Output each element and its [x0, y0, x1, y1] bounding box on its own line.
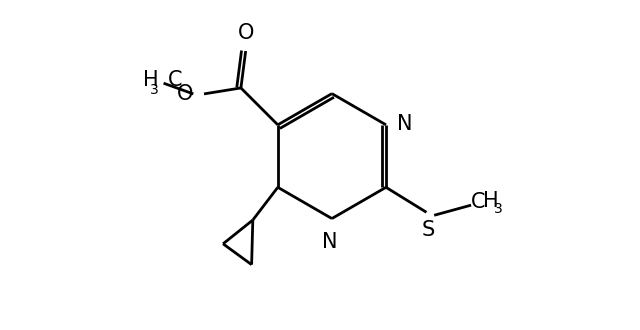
Text: H: H: [143, 70, 159, 90]
Text: N: N: [397, 114, 412, 134]
Text: H: H: [483, 191, 499, 211]
Text: 3: 3: [493, 202, 502, 216]
Text: O: O: [177, 84, 193, 104]
Text: N: N: [323, 232, 338, 252]
Text: S: S: [422, 220, 435, 240]
Text: 3: 3: [150, 83, 159, 97]
Text: C: C: [471, 192, 486, 212]
Text: C: C: [168, 70, 183, 90]
Text: O: O: [237, 23, 254, 43]
